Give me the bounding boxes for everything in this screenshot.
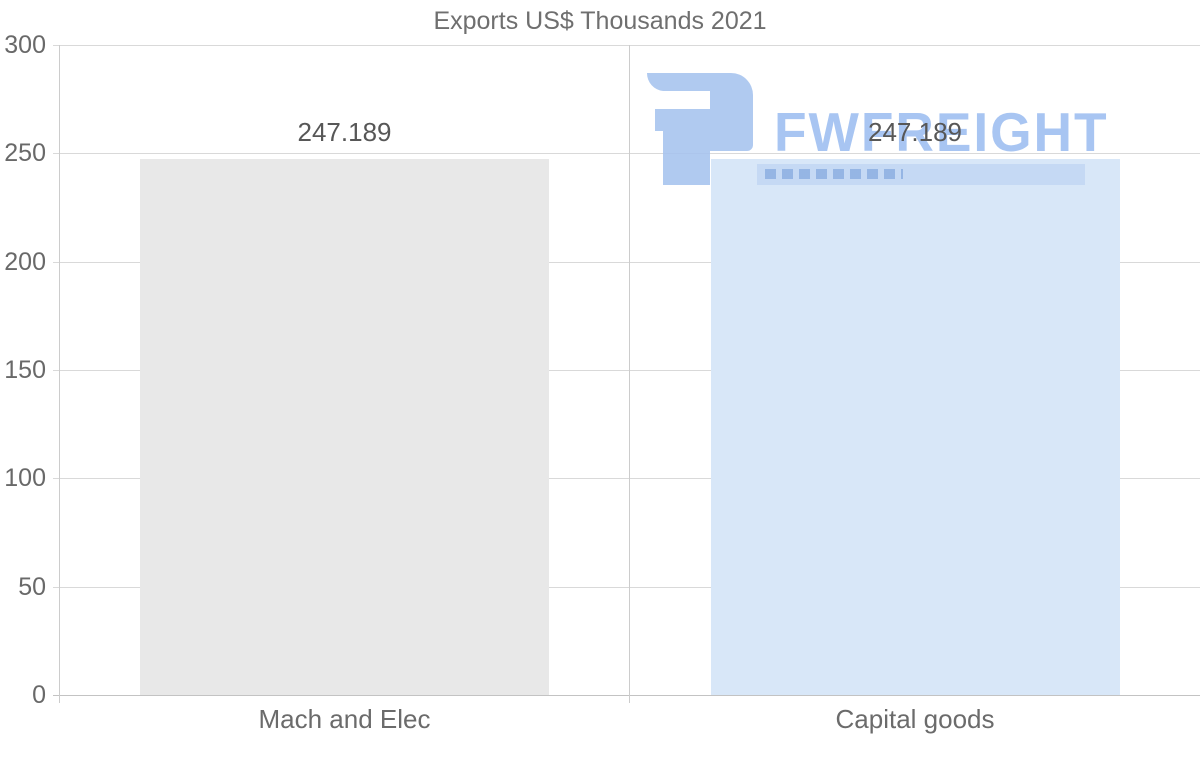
bar-capital-goods[interactable] bbox=[710, 159, 1120, 695]
y-axis-line bbox=[59, 45, 60, 703]
y-axis-tick-label: 200 bbox=[4, 248, 46, 276]
fwfreight-logo-icon bbox=[646, 73, 753, 185]
bar-mach-and-elec[interactable] bbox=[140, 159, 549, 695]
watermark-tagline-strip bbox=[757, 164, 1085, 185]
x-axis-baseline bbox=[53, 695, 1200, 696]
bar-value-label: 247.189 bbox=[297, 117, 392, 147]
x-axis-category-label: Capital goods bbox=[835, 704, 995, 734]
gridline-y-250 bbox=[53, 153, 1200, 154]
fwfreight-wordmark: FWFREIGHT bbox=[774, 101, 1109, 163]
gridline-y-150 bbox=[53, 370, 1200, 371]
gridline-y-100 bbox=[53, 478, 1200, 479]
y-axis-tick-label: 50 bbox=[18, 573, 46, 601]
y-axis-tick-label: 0 bbox=[32, 681, 46, 709]
y-axis-tick-label: 250 bbox=[4, 139, 46, 167]
category-divider-line bbox=[629, 45, 630, 703]
gridline-y-200 bbox=[53, 262, 1200, 263]
chart-title: Exports US$ Thousands 2021 bbox=[433, 7, 767, 35]
x-axis-category-label: Mach and Elec bbox=[258, 704, 431, 734]
y-axis-tick-label: 100 bbox=[4, 464, 46, 492]
gridline-y-300 bbox=[53, 45, 1200, 46]
watermark-tagline-text bbox=[765, 169, 903, 179]
y-axis-tick-label: 300 bbox=[4, 31, 46, 59]
gridline-y-50 bbox=[53, 587, 1200, 588]
bar-value-label: 247.189 bbox=[868, 117, 962, 147]
y-axis-tick-label: 150 bbox=[4, 356, 46, 384]
